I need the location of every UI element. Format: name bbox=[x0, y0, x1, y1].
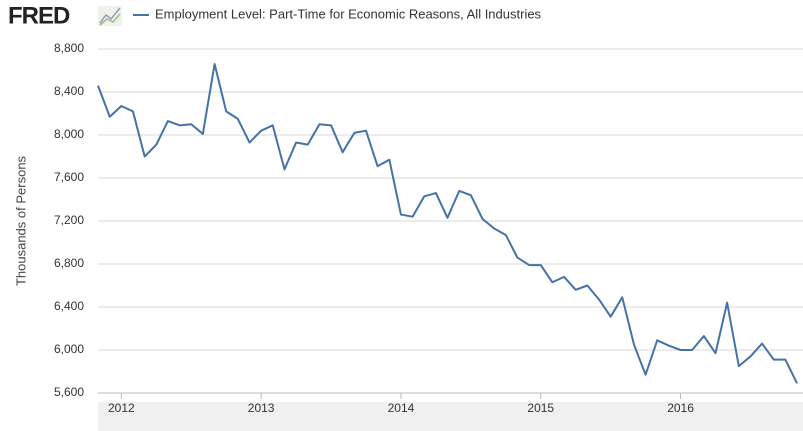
x-tick-label: 2015 bbox=[527, 401, 554, 415]
y-tick-label: 7,200 bbox=[54, 213, 84, 227]
y-tick-label: 8,400 bbox=[54, 84, 84, 98]
x-tick-label: 2012 bbox=[108, 401, 135, 415]
series-line bbox=[97, 63, 798, 384]
y-tick-label: 6,400 bbox=[54, 299, 84, 313]
logo-icon bbox=[98, 6, 122, 26]
y-tick-label: 8,800 bbox=[54, 41, 84, 55]
x-tick-label: 2013 bbox=[248, 401, 275, 415]
range-strip bbox=[98, 402, 803, 431]
x-tick-label: 2014 bbox=[388, 401, 415, 415]
y-tick-label: 7,600 bbox=[54, 170, 84, 184]
logo: FRED bbox=[8, 2, 70, 29]
y-axis-label: Thousands of Persons bbox=[13, 155, 28, 286]
legend-label: Employment Level: Part-Time for Economic… bbox=[155, 6, 542, 21]
x-tick-label: 2016 bbox=[667, 401, 694, 415]
y-tick-label: 8,000 bbox=[54, 127, 84, 141]
y-tick-label: 6,800 bbox=[54, 256, 84, 270]
y-tick-label: 6,000 bbox=[54, 342, 84, 356]
y-tick-label: 5,600 bbox=[54, 385, 84, 399]
